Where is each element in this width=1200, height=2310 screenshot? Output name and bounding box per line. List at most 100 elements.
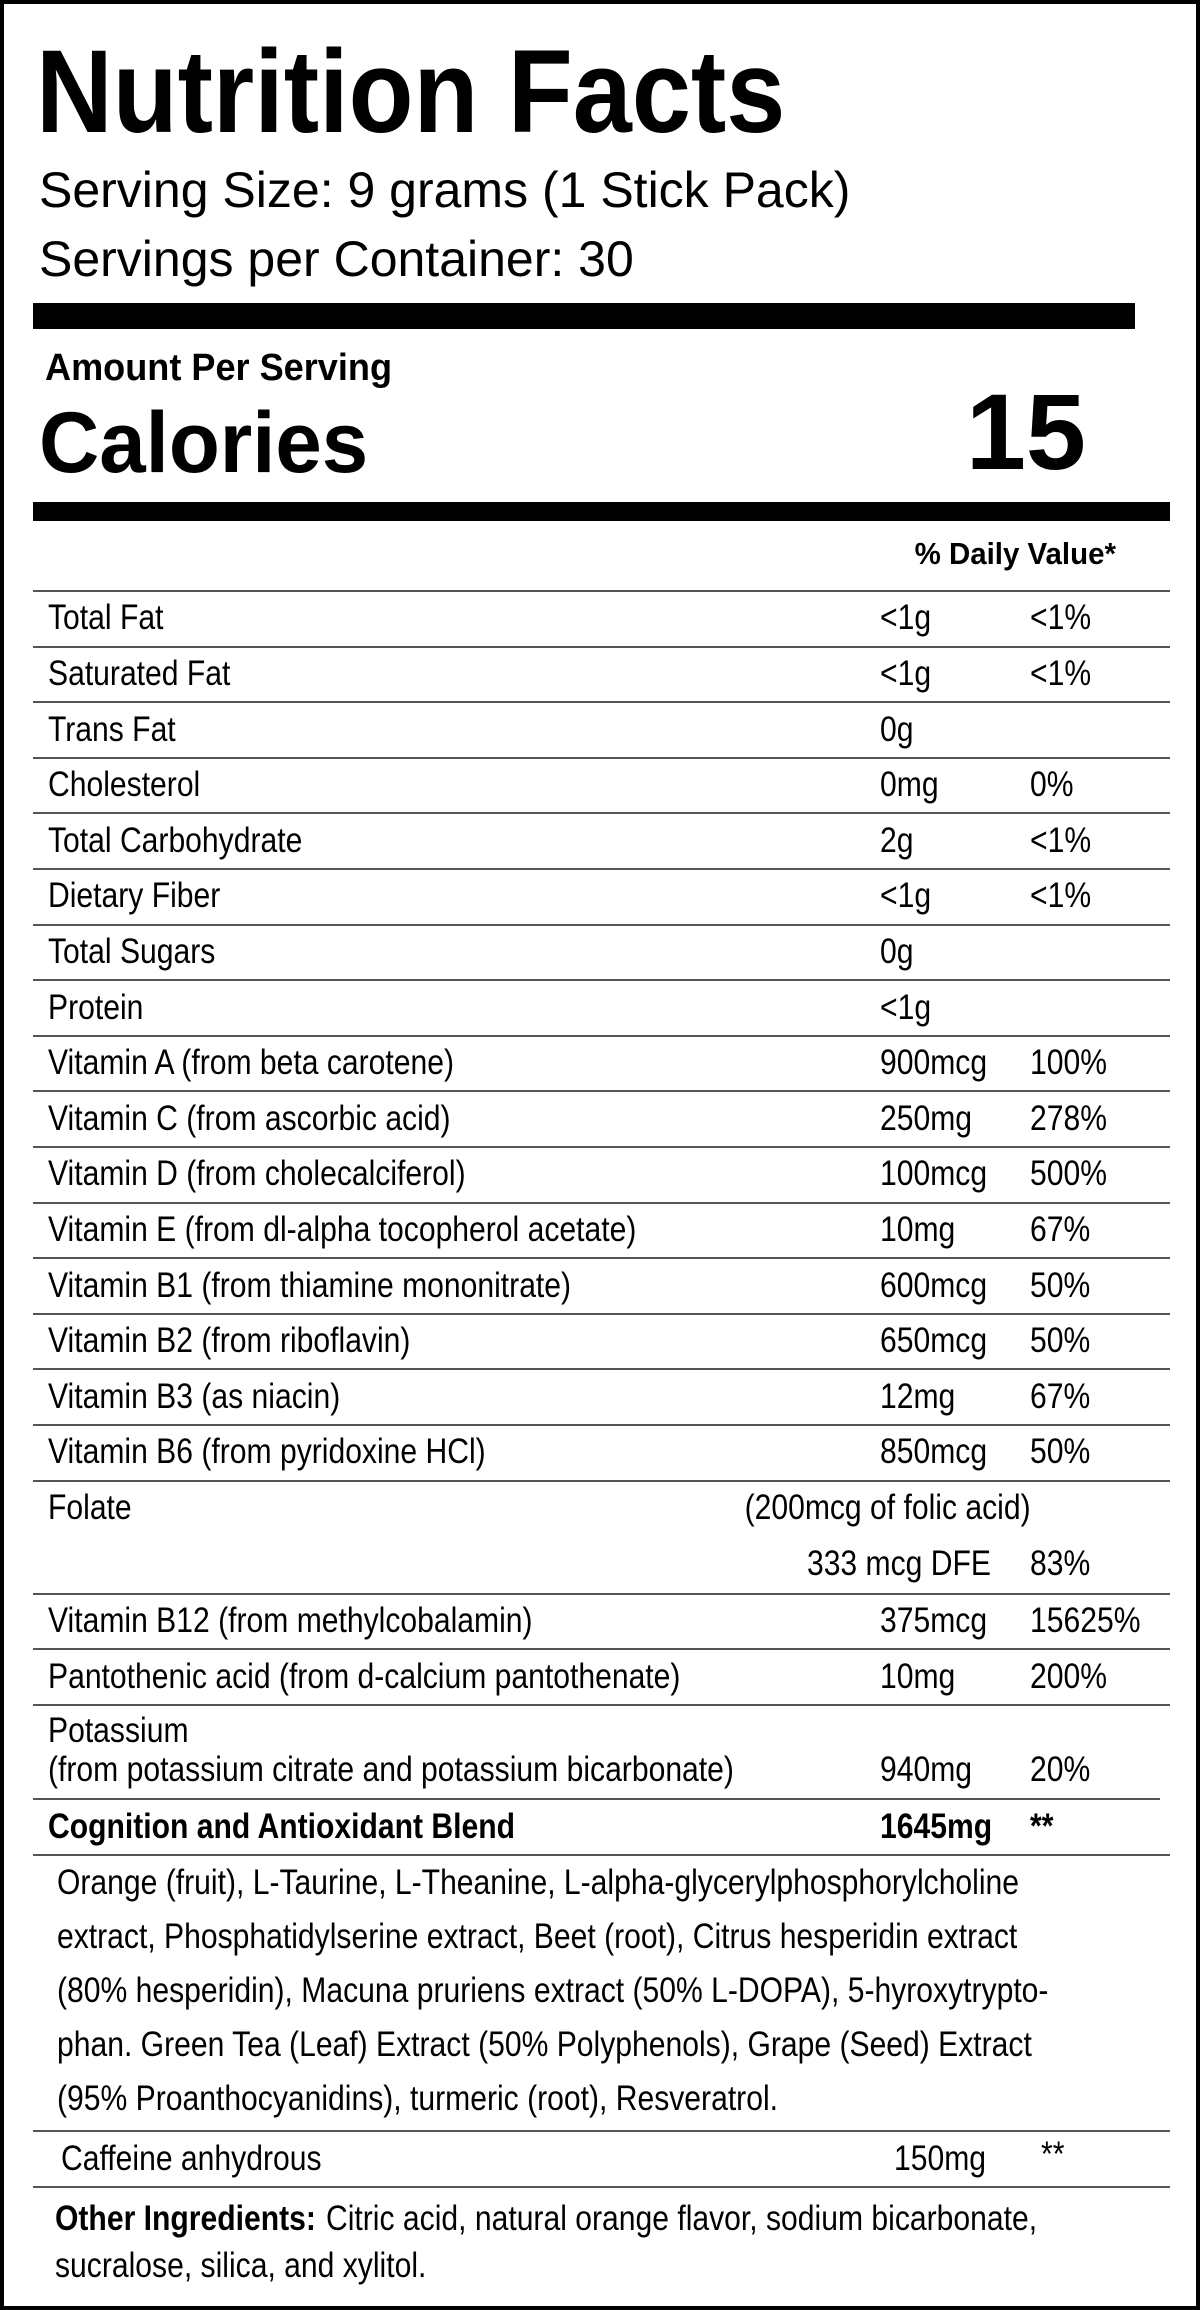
- nutrient-name: Folate: [48, 1487, 132, 1527]
- nutrient-amount: 10mg: [880, 1209, 956, 1249]
- row-rule: [33, 979, 1170, 982]
- nutrient-dv: 50%: [1030, 1432, 1091, 1472]
- nutrient-amount: 250mg: [880, 1098, 973, 1138]
- nutrient-name: Vitamin A (from beta carotene): [48, 1043, 455, 1083]
- nutrient-dv: 67%: [1030, 1376, 1091, 1416]
- row-rule: [33, 645, 1170, 648]
- row-rule: [33, 2186, 1170, 2188]
- nutrient-name: Vitamin B3 (as niacin): [48, 1376, 341, 1416]
- nutrient-note: (200mcg of folic acid): [744, 1487, 1031, 1527]
- row-rule: [33, 701, 1170, 704]
- nutrient-dv: 83%: [1030, 1543, 1091, 1583]
- nutrient-amount: <1g: [880, 987, 932, 1027]
- nutrient-dv: 100%: [1030, 1043, 1107, 1083]
- nutrient-dv: 500%: [1030, 1154, 1107, 1194]
- thick-rule: [33, 502, 1170, 521]
- nutrient-dv: <1%: [1030, 653, 1092, 693]
- nutrient-name: Vitamin B6 (from pyridoxine HCl): [48, 1432, 486, 1472]
- nutrient-name: Vitamin B2 (from riboflavin): [48, 1321, 411, 1361]
- row-rule: [33, 1798, 1160, 1800]
- row-rule: [33, 1648, 1170, 1651]
- nutrient-name: Total Sugars: [48, 931, 216, 971]
- nutrient-name: Total Carbohydrate: [48, 820, 303, 860]
- row-rule: [33, 1592, 1170, 1595]
- calories-label: Calories: [39, 395, 369, 491]
- title: Nutrition Facts: [36, 26, 786, 158]
- nutrient-sub: (from potassium citrate and potassium bi…: [48, 1749, 734, 1789]
- row-rule: [33, 1854, 1170, 1856]
- nutrient-amount: 0mg: [880, 765, 939, 805]
- blend-name: Cognition and Antioxidant Blend: [48, 1806, 516, 1846]
- row-rule: [33, 1424, 1170, 1426]
- nutrient-amount: 375mcg: [880, 1601, 988, 1641]
- blend-ingredients: (80% hesperidin), Macuna pruriens extrac…: [57, 1970, 1049, 2010]
- nutrient-amount: 10mg: [880, 1656, 956, 1696]
- other-ingredients-label: Other Ingredients:: [55, 2198, 316, 2238]
- row-rule: [33, 756, 1170, 759]
- row-rule: [33, 1146, 1170, 1148]
- caffeine-name: Caffeine anhydrous: [61, 2138, 322, 2178]
- nutrient-dv: <1%: [1030, 876, 1092, 916]
- caffeine-dv: **: [1041, 2134, 1065, 2174]
- nutrient-name: Pantothenic acid (from d-calcium pantoth…: [48, 1656, 681, 1696]
- row-rule: [33, 1704, 1170, 1706]
- nutrient-name: Vitamin E (from dl-alpha tocopherol acet…: [48, 1209, 637, 1249]
- nutrient-amount: 100mcg: [880, 1154, 988, 1194]
- nutrient-amount: 0g: [880, 709, 914, 749]
- nutrient-amount: <1g: [880, 876, 932, 916]
- nutrient-amount: <1g: [880, 653, 932, 693]
- nutrient-amount: 900mcg: [880, 1043, 988, 1083]
- serving-size: Serving Size: 9 grams (1 Stick Pack): [39, 162, 851, 218]
- nutrient-dv: 50%: [1030, 1265, 1091, 1305]
- nutrient-name: Vitamin B1 (from thiamine mononitrate): [48, 1265, 572, 1305]
- nutrient-amount: 850mcg: [880, 1432, 988, 1472]
- nutrient-amount: 0g: [880, 931, 914, 971]
- nutrient-amount: <1g: [880, 598, 932, 638]
- nutrient-name: Vitamin D (from cholecalciferol): [48, 1154, 466, 1194]
- nutrient-amount: 2g: [880, 820, 914, 860]
- row-rule: [33, 1368, 1170, 1371]
- nutrient-dv: 15625%: [1030, 1601, 1141, 1641]
- row-rule: [33, 2130, 1170, 2132]
- blend-ingredients: extract, Phosphatidylserine extract, Bee…: [57, 1916, 1018, 1956]
- blend-dv: **: [1030, 1806, 1054, 1846]
- nutrient-dv: 50%: [1030, 1321, 1091, 1361]
- row-rule: [33, 1201, 1170, 1204]
- nutrient-dv: <1%: [1030, 598, 1092, 638]
- nutrient-dv: 278%: [1030, 1098, 1107, 1138]
- row-rule: [33, 1257, 1170, 1260]
- blend-amount: 1645mg: [880, 1806, 993, 1846]
- amount-per-serving: Amount Per Serving: [45, 347, 393, 389]
- nutrient-amount: 12mg: [880, 1376, 956, 1416]
- nutrient-name: Potassium: [48, 1710, 189, 1750]
- nutrient-amount: 650mcg: [880, 1321, 988, 1361]
- nutrient-name: Saturated Fat: [48, 653, 231, 693]
- nutrient-amount: 333 mcg DFE: [806, 1543, 991, 1583]
- row-rule: [33, 923, 1170, 926]
- nutrient-name: Cholesterol: [48, 765, 201, 805]
- row-rule: [33, 812, 1170, 815]
- nutrient-name: Trans Fat: [48, 709, 176, 749]
- row-rule: [33, 868, 1170, 870]
- nutrient-dv: <1%: [1030, 820, 1092, 860]
- nutrient-dv: 67%: [1030, 1209, 1091, 1249]
- blend-ingredients: phan. Green Tea (Leaf) Extract (50% Poly…: [57, 2024, 1032, 2064]
- nutrient-dv: 200%: [1030, 1656, 1107, 1696]
- other-ingredients-text: sucralose, silica, and xylitol.: [55, 2245, 427, 2285]
- nutrient-name: Total Fat: [48, 598, 164, 638]
- blend-ingredients: (95% Proanthocyanidins), turmeric (root)…: [57, 2078, 778, 2118]
- nutrient-name: Dietary Fiber: [48, 876, 221, 916]
- caffeine-amount: 150mg: [894, 2138, 987, 2178]
- nutrient-dv: 20%: [1030, 1749, 1091, 1789]
- nutrient-name: Vitamin B12 (from methylcobalamin): [48, 1601, 533, 1641]
- other-ingredients-text: Citric acid, natural orange flavor, sodi…: [325, 2198, 1037, 2238]
- thick-rule: [33, 303, 1135, 329]
- row-rule: [33, 1312, 1170, 1315]
- nutrient-amount: 600mcg: [880, 1265, 988, 1305]
- row-rule: [33, 1034, 1170, 1037]
- blend-ingredients: Orange (fruit), L-Taurine, L-Theanine, L…: [57, 1862, 1020, 1902]
- nutrient-dv: 0%: [1030, 765, 1074, 805]
- row-rule: [33, 590, 1170, 592]
- row-rule: [33, 1479, 1170, 1482]
